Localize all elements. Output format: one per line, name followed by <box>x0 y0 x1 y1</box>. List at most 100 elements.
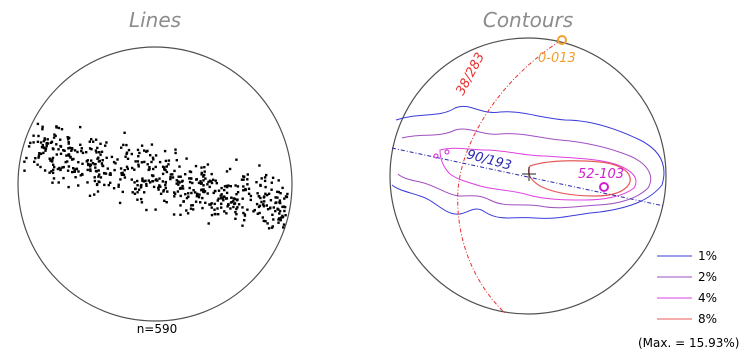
line-pole-point <box>190 204 193 207</box>
line-pole-point <box>154 165 157 169</box>
line-pole-point <box>200 173 203 176</box>
line-pole-point <box>274 209 277 213</box>
line-pole-point <box>73 168 76 171</box>
line-pole-point <box>235 193 238 196</box>
line-pole-point <box>233 202 236 206</box>
line-pole-point <box>164 186 167 190</box>
line-pole-point <box>222 195 225 198</box>
line-pole-point <box>108 173 111 176</box>
line-pole-point <box>278 199 282 202</box>
line-pole-point <box>217 197 220 200</box>
line-pole-point <box>151 156 155 159</box>
line-pole-point <box>206 163 210 166</box>
line-pole-point <box>271 213 274 216</box>
line-pole-point <box>43 137 46 140</box>
line-pole-point <box>207 222 210 225</box>
line-pole-point <box>122 173 126 176</box>
line-pole-point <box>201 196 204 200</box>
line-pole-point <box>236 185 240 188</box>
line-pole-point <box>177 183 180 186</box>
line-pole-point <box>49 159 52 162</box>
line-pole-point <box>198 193 201 196</box>
line-pole-point <box>136 148 140 152</box>
line-pole-point <box>150 174 154 177</box>
line-pole-point <box>57 181 60 184</box>
line-pole-point <box>242 185 245 188</box>
line-pole-point <box>217 213 220 216</box>
line-pole-point <box>226 205 229 208</box>
line-pole-point <box>202 175 205 178</box>
line-pole-point <box>164 181 167 184</box>
line-pole-point <box>39 152 43 155</box>
great-circle-label: 38/283 <box>453 50 488 97</box>
line-pole-point <box>244 188 247 192</box>
line-pole-point <box>257 195 261 198</box>
line-pole-point <box>145 182 148 186</box>
line-pole-point <box>89 165 92 168</box>
line-pole-point <box>67 142 70 145</box>
line-pole-point <box>58 166 61 170</box>
line-pole-point <box>151 180 155 183</box>
line-pole-point <box>207 180 210 184</box>
line-pole-point <box>66 136 69 139</box>
line-pole-point <box>136 179 139 183</box>
line-pole-point <box>266 193 269 197</box>
line-pole-point <box>145 184 148 187</box>
line-pole-point <box>175 182 178 185</box>
line-pole-point <box>249 194 253 198</box>
line-pole-point <box>79 143 82 146</box>
line-pole-point <box>90 148 93 151</box>
line-pole-point <box>99 176 103 179</box>
line-pole-point <box>60 128 64 131</box>
max-point-marker <box>599 182 609 192</box>
line-pole-point <box>59 138 62 141</box>
line-pole-point <box>95 151 98 154</box>
pole-label: 0-013 <box>538 51 576 66</box>
line-pole-point <box>197 196 201 199</box>
line-pole-point <box>193 191 197 194</box>
line-pole-point <box>188 177 191 180</box>
line-pole-point <box>90 138 93 141</box>
line-pole-point <box>181 184 184 188</box>
line-pole-point <box>277 190 280 194</box>
line-pole-point <box>209 203 212 206</box>
line-pole-point <box>246 183 249 186</box>
line-pole-point <box>70 149 73 152</box>
line-pole-point <box>86 168 89 172</box>
line-pole-point <box>258 164 261 167</box>
line-pole-point <box>105 141 108 144</box>
line-pole-point <box>41 144 44 147</box>
line-pole-point <box>259 196 262 200</box>
line-pole-point <box>247 187 251 190</box>
line-pole-point <box>86 162 90 166</box>
pole-marker <box>557 35 567 45</box>
line-pole-point <box>281 214 284 218</box>
line-pole-point <box>174 151 177 155</box>
line-pole-point <box>242 178 245 181</box>
line-pole-point <box>173 192 177 195</box>
line-pole-point <box>189 207 193 210</box>
line-pole-point <box>161 172 165 176</box>
line-pole-point <box>81 162 84 165</box>
line-pole-point <box>137 188 141 191</box>
line-pole-point <box>190 191 193 195</box>
line-pole-point <box>152 158 155 161</box>
line-pole-point <box>225 212 228 215</box>
line-pole-point <box>199 201 202 204</box>
line-pole-point <box>246 208 249 211</box>
line-pole-point <box>202 190 205 193</box>
line-pole-point <box>263 176 267 179</box>
line-pole-point <box>256 212 259 215</box>
contour-8-percent <box>527 160 631 197</box>
line-pole-point <box>192 208 195 211</box>
line-pole-point <box>283 205 287 209</box>
line-pole-point <box>94 138 98 141</box>
line-pole-point <box>278 209 282 213</box>
line-pole-point <box>123 176 127 179</box>
line-pole-point <box>227 203 230 206</box>
line-pole-point <box>173 169 176 173</box>
line-pole-point <box>112 160 116 164</box>
line-pole-point <box>53 133 56 136</box>
line-pole-point <box>157 188 160 191</box>
line-pole-point <box>66 160 69 163</box>
